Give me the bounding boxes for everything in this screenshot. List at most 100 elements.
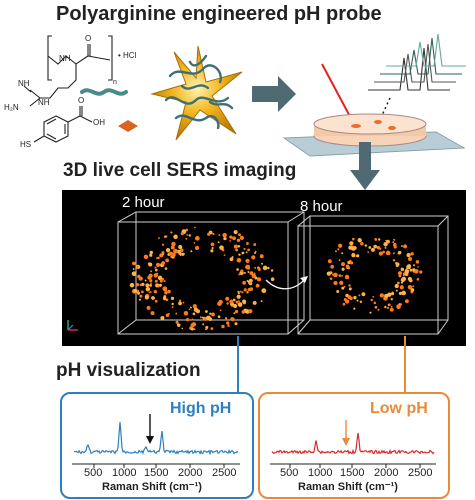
signal-dot [343,297,347,301]
cell-dot [388,126,396,130]
signal-dot [352,237,355,241]
signal-dot [150,311,155,316]
tick-label: 2000 [374,467,399,479]
signal-dot [385,250,391,256]
signal-dot [226,321,230,325]
signal-dot [131,271,137,277]
signal-dot [191,318,194,321]
signal-dot [199,316,202,319]
signal-dot [409,278,413,283]
signal-dot [248,309,253,314]
signal-dot [210,242,215,247]
cell-dot [374,120,382,124]
tick-label: 1500 [144,467,169,479]
signal-dot [132,268,135,270]
signal-dot [348,287,352,291]
signal-dot [175,312,178,315]
signal-dot [242,280,247,285]
signal-dot [229,240,231,242]
signal-dot [339,280,344,286]
signal-dot [165,258,170,263]
signal-dot [171,241,176,247]
signal-dot [194,245,200,251]
signal-dot [343,285,346,288]
signal-dot [342,302,346,306]
signal-dot [412,264,416,267]
signal-dot [241,251,245,255]
signal-dot [233,244,238,249]
signal-dot [246,279,249,282]
signal-dot [377,308,380,311]
signal-dot [410,252,414,256]
signal-dot [404,272,409,277]
volume-box-left [117,211,305,335]
signal-dot [237,290,240,294]
polymer-squiggle-icon [80,88,128,96]
signal-dot [360,242,364,246]
low-ph-arrow-icon [342,420,350,446]
signal-dot [270,269,274,272]
signal-dot [190,327,194,331]
laser-beam [321,63,355,125]
signal-dot [158,237,160,239]
signal-dot [235,248,239,252]
signal-dot [148,262,153,267]
signal-dot [193,242,196,244]
signal-dot [180,232,184,236]
signal-dot [353,246,357,250]
signal-dot [229,299,234,304]
signal-dot [161,251,165,255]
signal-dot [349,241,354,246]
signal-dot [178,301,182,306]
signal-dot [238,233,241,237]
signal-dot [185,317,190,322]
signal-dot [192,304,197,309]
signal-dot [149,250,154,255]
signal-dot [419,270,423,274]
signal-dot [193,307,199,312]
signal-dot [229,257,234,262]
right-arrow-icon [252,76,296,112]
signal-dot [333,280,338,286]
signal-dot [157,275,163,281]
signal-dot [150,282,152,285]
oh-label: OH [93,118,105,127]
signal-dot [163,280,166,283]
signal-dot [181,327,184,330]
time-label-left: 2 hour [122,194,165,211]
signal-dot [404,299,409,304]
signal-dot [241,310,246,314]
probe-title: Polyarginine engineered pH probe [56,3,382,25]
n-subscript: n [113,79,117,86]
diamond-icon [118,120,138,132]
signal-dot [194,226,196,229]
signal-dot [232,236,236,241]
signal-dot [407,284,413,290]
signal-dot [170,245,175,250]
signal-dot [149,279,153,283]
signal-dot [243,271,246,274]
signal-dot [230,317,235,322]
signal-dot [384,305,387,309]
signal-dot [253,243,257,247]
signal-dot [254,266,256,269]
signal-dot [382,250,386,254]
signal-dot [341,252,344,255]
signal-dot [240,269,244,273]
signal-dot [400,281,404,284]
signal-dot [261,262,263,265]
tick-label: 500 [280,467,299,479]
signal-dot [330,264,335,269]
signal-dot [224,317,228,320]
tick-label: 500 [84,467,103,479]
tick-label: 2500 [212,467,237,479]
tick-label: 1500 [340,467,365,479]
signal-dot [175,320,179,324]
signal-dot [253,272,256,275]
signal-dot [160,316,165,321]
axis-indicator [67,320,78,331]
signal-dot [148,291,151,294]
signal-dot [356,299,359,302]
signal-dot [149,253,153,257]
signal-dot [400,303,403,306]
